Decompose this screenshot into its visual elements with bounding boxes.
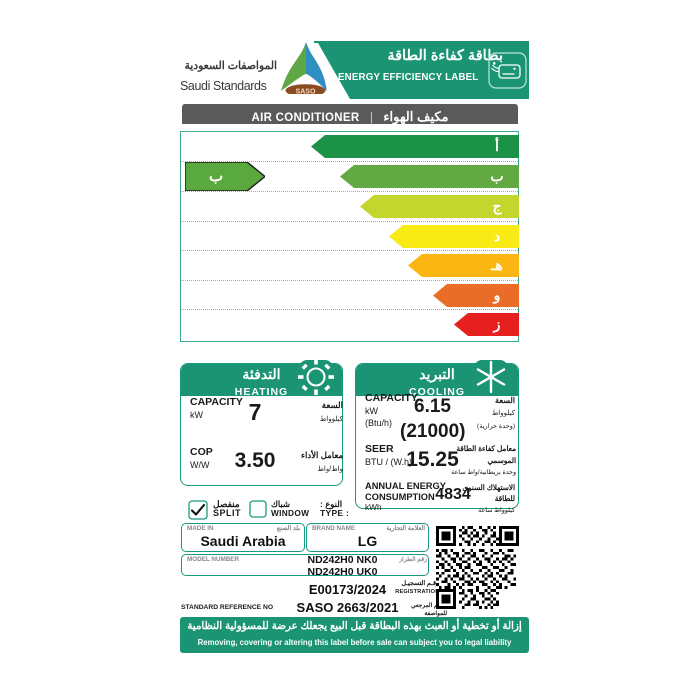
svg-text:SASO: SASO <box>296 89 316 95</box>
